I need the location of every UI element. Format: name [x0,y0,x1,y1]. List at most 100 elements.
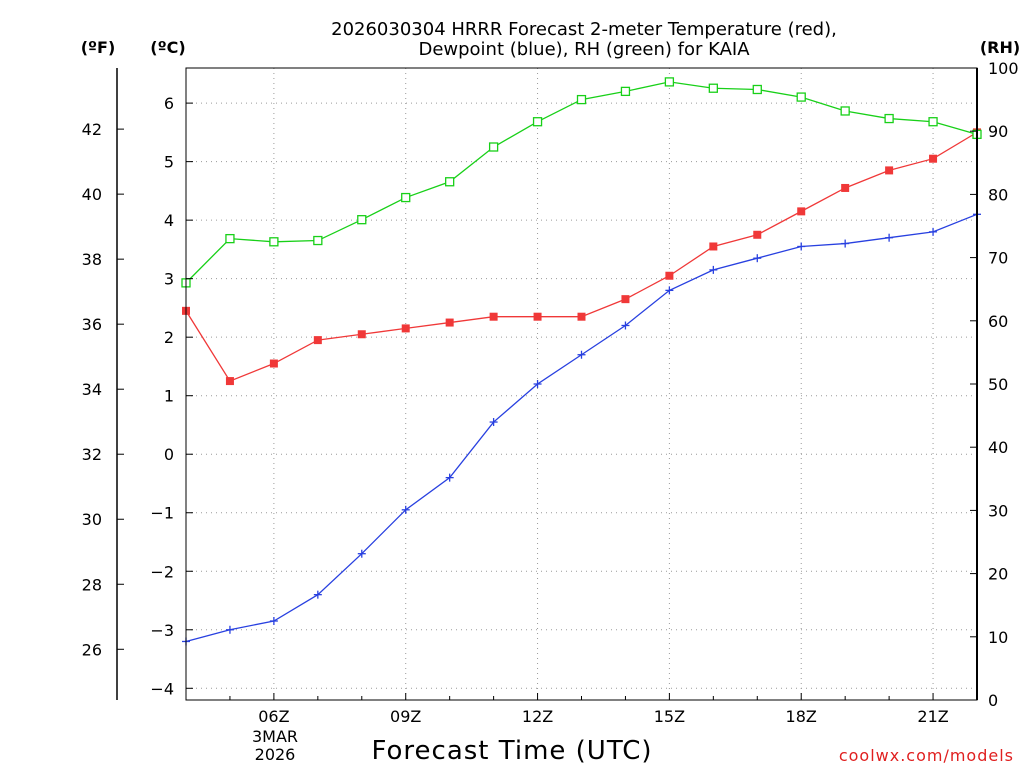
temperature-point [577,312,586,321]
fahrenheit-tick-label: 42 [82,120,102,139]
credit-label: coolwx.com/models [839,746,1014,765]
rh-tick-label: 60 [988,312,1008,331]
plot-frame [185,67,978,701]
temperature-line [185,131,978,382]
dewpoint-point [665,286,674,295]
rh-point [488,142,499,152]
grid-layer [186,68,977,700]
dewpoint-point [797,242,806,251]
rh-point [664,77,675,87]
rh-point [840,106,850,116]
dewpoint-point [313,590,322,599]
x-tick-label: 21Z [917,707,948,726]
dewpoint-point [753,254,762,263]
celsius-tick-label: 0 [164,445,174,464]
rh-point [401,192,411,203]
celsius-unit-label: (ºC) [150,38,185,57]
fahrenheit-tick-label: 40 [82,185,102,204]
x-tick-label: 06Z [258,707,289,726]
rh-point [313,235,323,246]
temperature-point [533,312,542,321]
temperature-point [357,330,366,339]
celsius-tick-label: −3 [150,621,174,640]
temperature-point [841,183,850,192]
rh-point [752,84,762,95]
temperature-point [665,271,674,280]
date-label-month: 3MAR [252,727,298,746]
dewpoint-point [269,617,278,625]
dewpoint-point [709,265,718,274]
fahrenheit-tick-label: 32 [82,445,102,464]
rh-point [576,94,587,105]
temperature-point [709,242,718,251]
rh-point [532,117,543,127]
rh-point [357,215,367,225]
x-tick-label: 15Z [654,707,685,726]
dewpoint-point [929,227,938,236]
dewpoint-point [357,549,366,558]
date-label-year: 2026 [255,745,296,764]
rh-tick-label: 100 [988,59,1019,78]
temperature-point [621,295,630,304]
dewpoint-point [401,505,410,514]
celsius-tick-label: 2 [164,328,174,347]
rh-point [620,86,631,97]
celsius-tick-label: 1 [164,387,174,406]
x-axis-label: Forecast Time (UTC) [371,736,652,766]
celsius-tick-label: −1 [150,504,174,523]
dewpoint-point [621,321,630,330]
rh-point [928,117,938,127]
dewpoint-point [533,380,542,388]
dewpoint-point [577,350,586,359]
dewpoint-point [489,418,498,427]
rh-tick-label: 10 [988,628,1008,647]
rh-tick-label: 80 [988,185,1008,204]
fahrenheit-tick-label: 38 [82,250,102,269]
rh-tick-label: 90 [988,122,1008,141]
chart-title-line-1: 2026030304 HRRR Forecast 2-meter Tempera… [331,19,837,40]
rh-point [796,92,806,102]
fahrenheit-tick-label: 26 [82,640,102,659]
celsius-tick-label: 6 [164,94,174,113]
x-tick-label: 09Z [390,707,421,726]
celsius-tick-label: 5 [164,153,174,172]
rh-point [884,113,894,124]
fahrenheit-tick-label: 34 [82,380,102,399]
temperature-point [885,166,894,175]
rh-point [445,177,455,187]
dewpoint-point [445,473,454,482]
rh-tick-label: 30 [988,501,1008,520]
rh-tick-label: 20 [988,565,1008,584]
rh-unit-label: (RH) [980,38,1020,57]
temperature-point [797,207,806,216]
temperature-point [753,230,762,239]
fahrenheit-unit-label: (ºF) [81,38,116,57]
axes-layer: 06Z 09Z 12Z 15Z 18Z 21Z−4−3−2−101234562628303… [82,59,1019,726]
temperature-point [929,154,938,163]
rh-point [269,237,279,247]
temperature-point [313,336,322,345]
temperature-point [269,359,278,368]
series-layer [181,77,982,646]
temperature-point [489,312,498,321]
chart-title-line-2: Dewpoint (blue), RH (green) for KAIA [418,39,750,60]
temperature-point [225,377,234,386]
fahrenheit-tick-label: 30 [82,510,102,529]
celsius-tick-label: −2 [150,562,174,581]
x-tick-label: 12Z [522,707,553,726]
fahrenheit-tick-label: 28 [82,575,102,594]
dewpoint-point [885,233,894,242]
celsius-tick-label: 3 [164,270,174,289]
rh-point [708,83,718,93]
rh-tick-label: 40 [988,438,1008,457]
rh-tick-label: 70 [988,249,1008,268]
rh-tick-label: 50 [988,375,1008,394]
celsius-tick-label: −4 [150,679,174,698]
celsius-tick-label: 4 [164,211,174,230]
dewpoint-point [225,625,234,634]
dewpoint-point [841,239,850,248]
fahrenheit-tick-label: 36 [82,315,102,334]
temperature-point [445,318,454,327]
x-tick-label: 18Z [786,707,817,726]
rh-point [225,233,235,244]
